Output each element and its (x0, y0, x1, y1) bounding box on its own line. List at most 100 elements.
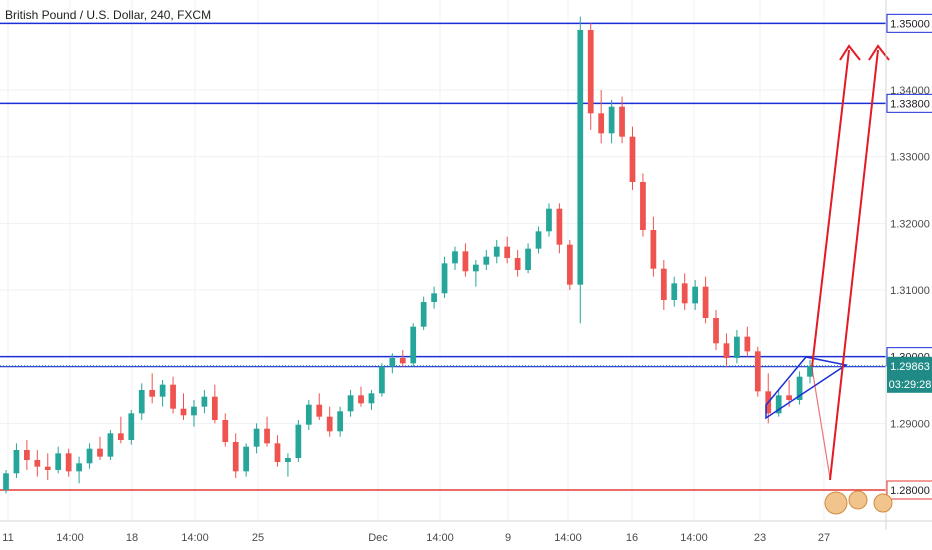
candle-body (608, 106, 615, 134)
candle[interactable] (337, 406, 344, 437)
candle[interactable] (556, 203, 563, 254)
candle[interactable] (347, 390, 354, 417)
candle[interactable] (264, 416, 270, 447)
candle[interactable] (295, 420, 302, 462)
projected-drop-path[interactable] (811, 367, 831, 479)
candle[interactable] (692, 280, 699, 310)
candle-body (232, 442, 239, 472)
candle[interactable] (723, 333, 730, 367)
candle[interactable] (117, 416, 124, 444)
candle[interactable] (24, 440, 30, 470)
candle[interactable] (399, 350, 406, 367)
candle[interactable] (191, 400, 197, 427)
candle[interactable] (535, 226, 542, 254)
candle[interactable] (640, 173, 646, 237)
event-flag-icon[interactable] (873, 493, 893, 513)
candle[interactable] (660, 260, 667, 310)
candle[interactable] (472, 260, 479, 287)
candle[interactable] (702, 276, 709, 324)
candle[interactable] (274, 435, 281, 467)
candle[interactable] (65, 448, 72, 477)
upside-arrow-2[interactable] (829, 49, 879, 481)
candle[interactable] (807, 360, 813, 384)
candle-body (556, 208, 563, 245)
candle-body (86, 448, 93, 464)
candle-body (295, 424, 302, 458)
candle[interactable] (55, 446, 62, 474)
x-tick-label: 14:00 (181, 532, 209, 544)
candle[interactable] (431, 286, 437, 309)
candle[interactable] (76, 456, 82, 484)
candle[interactable] (243, 443, 250, 477)
candle[interactable] (128, 410, 135, 445)
x-tick-label: Dec (368, 532, 388, 544)
candle-body (44, 466, 51, 470)
candle[interactable] (525, 243, 531, 274)
candle[interactable] (232, 433, 239, 478)
event-flag-icon[interactable] (824, 491, 848, 515)
candle[interactable] (619, 96, 625, 144)
candle[interactable] (368, 390, 375, 410)
candle[interactable] (650, 216, 657, 277)
candle[interactable] (389, 353, 396, 374)
candle[interactable] (410, 323, 417, 367)
candle[interactable] (483, 250, 490, 270)
candle[interactable] (420, 296, 427, 330)
candle[interactable] (379, 363, 385, 397)
candle-body (660, 268, 667, 300)
candle[interactable] (107, 430, 114, 460)
candle[interactable] (253, 423, 260, 454)
candle[interactable] (305, 400, 312, 430)
candle[interactable] (598, 90, 605, 144)
candle[interactable] (671, 276, 678, 307)
candle[interactable] (44, 453, 51, 480)
candle[interactable] (754, 346, 761, 397)
candle[interactable] (608, 100, 615, 144)
candle[interactable] (149, 373, 156, 404)
candle[interactable] (180, 393, 187, 420)
candle[interactable] (796, 371, 803, 405)
candle[interactable] (577, 16, 584, 324)
candle[interactable] (170, 376, 176, 414)
candle[interactable] (587, 23, 594, 130)
candle[interactable] (159, 380, 166, 407)
candle[interactable] (566, 240, 573, 290)
candle-body (441, 263, 448, 294)
candle-body (107, 433, 114, 457)
candle-body (55, 453, 62, 470)
upside-arrow-1[interactable] (811, 49, 850, 368)
candle[interactable] (493, 240, 500, 264)
rising-wedge-pattern[interactable] (765, 356, 848, 420)
candle[interactable] (546, 203, 552, 237)
candle-body (24, 450, 30, 460)
candle[interactable] (316, 393, 323, 420)
candle[interactable] (629, 126, 636, 190)
candle[interactable] (97, 436, 103, 460)
candle[interactable] (462, 243, 469, 277)
candle[interactable] (86, 443, 93, 469)
candle[interactable] (34, 450, 41, 477)
candle[interactable] (734, 330, 740, 364)
candle[interactable] (504, 236, 511, 264)
candle[interactable] (13, 443, 20, 478)
candle[interactable] (713, 310, 719, 350)
level-price-text: 1.28000 (890, 485, 930, 497)
candle[interactable] (211, 384, 218, 424)
candle[interactable] (326, 406, 333, 437)
candle[interactable] (681, 273, 688, 310)
candle-body (713, 318, 719, 344)
event-flag-icon[interactable] (848, 490, 868, 510)
candle[interactable] (358, 386, 364, 407)
candle[interactable] (222, 413, 229, 447)
candle[interactable] (775, 390, 782, 417)
candle[interactable] (285, 453, 291, 477)
candle[interactable] (3, 470, 9, 494)
candle[interactable] (744, 326, 751, 357)
candle[interactable] (441, 256, 448, 298)
candle[interactable] (201, 390, 208, 414)
candle[interactable] (514, 250, 521, 277)
candle[interactable] (452, 246, 458, 270)
candle[interactable] (138, 383, 145, 420)
